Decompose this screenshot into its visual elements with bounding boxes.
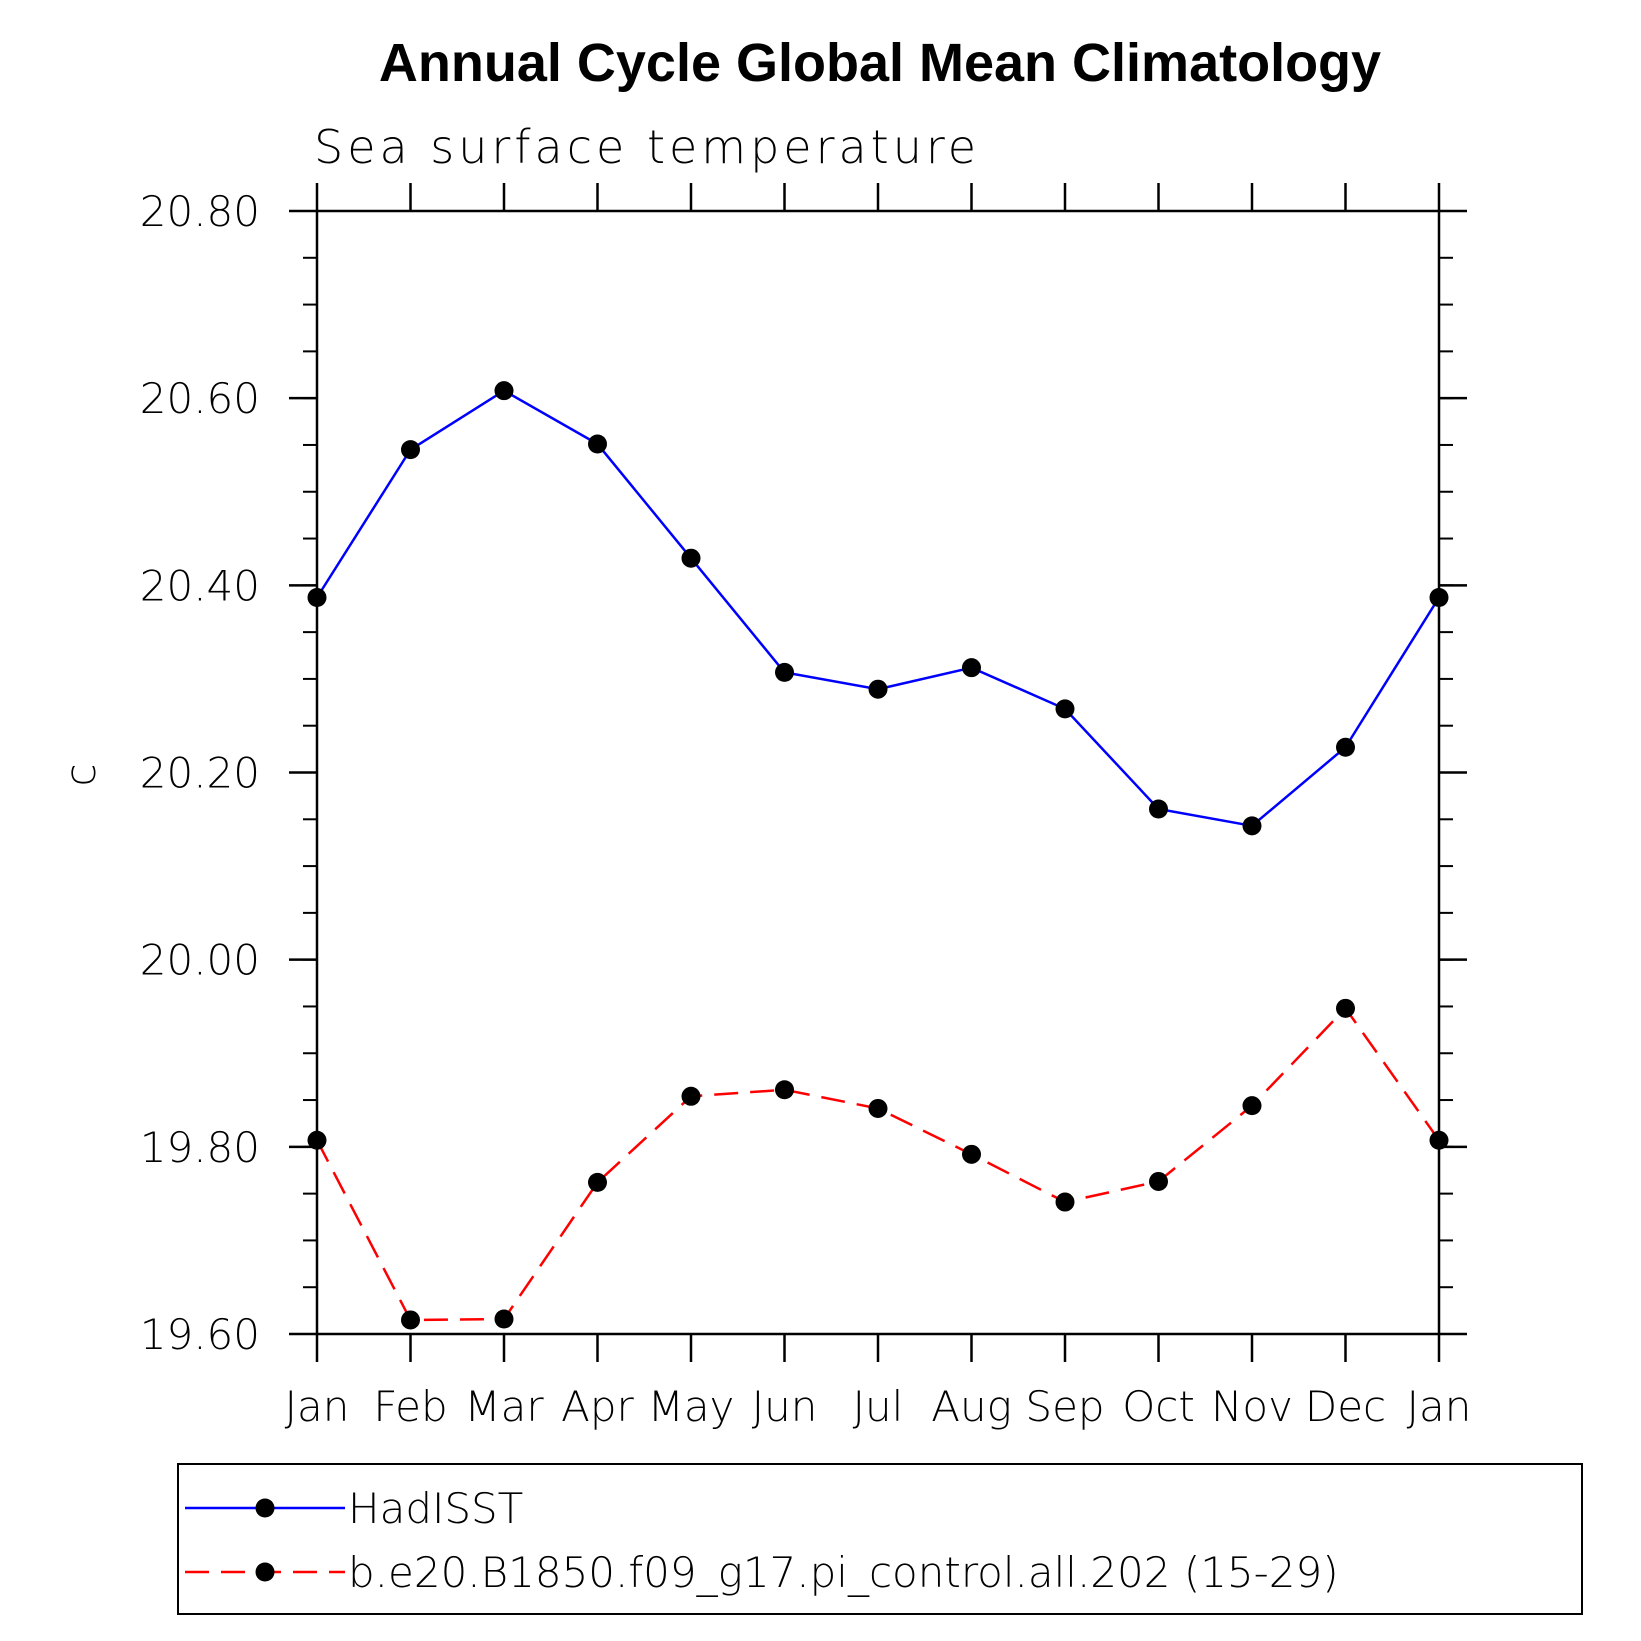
chart-title: Annual Cycle Global Mean Climatology — [379, 33, 1381, 93]
x-tick-label: Aug — [931, 1382, 1012, 1431]
plot-axes: 19.60 19.80 20.00 20.20 20.40 20.60 20.80 Jan Fe… — [140, 183, 1472, 1431]
data-point — [775, 1080, 794, 1100]
legend-label: b.e20.B1850.f09_g17.pi_control.all.202 (… — [348, 1548, 1339, 1597]
series-2 — [307, 998, 1449, 1330]
x-tick-label: Apr — [561, 1382, 634, 1431]
y-axis-label: c — [56, 763, 105, 786]
data-point — [868, 1098, 888, 1118]
x-tick-label: Mar — [464, 1382, 544, 1431]
data-point — [681, 1086, 701, 1106]
data-point — [962, 1144, 981, 1164]
x-tick-label: Sep — [1025, 1382, 1104, 1431]
series-line — [315, 389, 1441, 828]
y-tick-label: 20.00 — [140, 936, 260, 985]
x-tick-label: Jul — [853, 1382, 904, 1431]
data-point — [307, 1130, 327, 1150]
data-point — [494, 381, 514, 401]
y-tick-label: 20.40 — [140, 561, 260, 610]
data-point — [1149, 1171, 1168, 1191]
data-point — [1242, 1096, 1262, 1116]
x-tick-label: Dec — [1305, 1382, 1386, 1431]
chart-subtitle: Sea surface temperature — [314, 120, 980, 174]
y-tick-label: 19.60 — [140, 1310, 260, 1359]
series-layer — [307, 381, 1449, 1330]
data-point — [1429, 587, 1449, 607]
data-point — [1149, 799, 1168, 819]
data-point — [868, 679, 888, 699]
data-point — [1055, 1192, 1075, 1212]
x-tick-label: Jan — [1407, 1382, 1472, 1431]
legend-label: HadISST — [348, 1484, 523, 1533]
legend-box — [177, 1463, 1583, 1615]
data-point — [681, 548, 701, 568]
data-point — [1429, 1130, 1449, 1150]
plot-frame — [315, 209, 1441, 1336]
data-point — [401, 440, 420, 460]
legend: HadISST b.e20.B1850.f09_g17.pi_control.al… — [177, 1463, 1583, 1615]
x-tick-label: Nov — [1211, 1382, 1293, 1431]
y-tick-label: 19.80 — [140, 1123, 260, 1172]
y-tick-label: 20.60 — [140, 374, 260, 423]
data-point — [1336, 737, 1355, 757]
x-tick-label: Oct — [1122, 1382, 1195, 1431]
series-1 — [307, 381, 1449, 836]
legend-marker — [255, 1562, 275, 1582]
x-tick-label: May — [648, 1382, 735, 1431]
data-point — [401, 1310, 420, 1330]
data-point — [962, 658, 981, 678]
data-point — [775, 662, 794, 682]
x-tick-label: Feb — [373, 1382, 447, 1431]
y-tick-label: 20.20 — [140, 749, 260, 798]
legend-marker — [255, 1498, 275, 1518]
data-point — [588, 434, 607, 454]
data-point — [1055, 699, 1075, 719]
data-point — [307, 587, 327, 607]
data-point — [1336, 998, 1355, 1018]
data-point — [588, 1172, 607, 1192]
x-tick-label: Jan — [285, 1382, 350, 1431]
data-point — [1242, 816, 1262, 836]
x-tick-label: Jun — [752, 1382, 818, 1431]
data-point — [494, 1309, 514, 1329]
y-tick-label: 20.80 — [140, 187, 260, 236]
series-line — [315, 1006, 1441, 1322]
